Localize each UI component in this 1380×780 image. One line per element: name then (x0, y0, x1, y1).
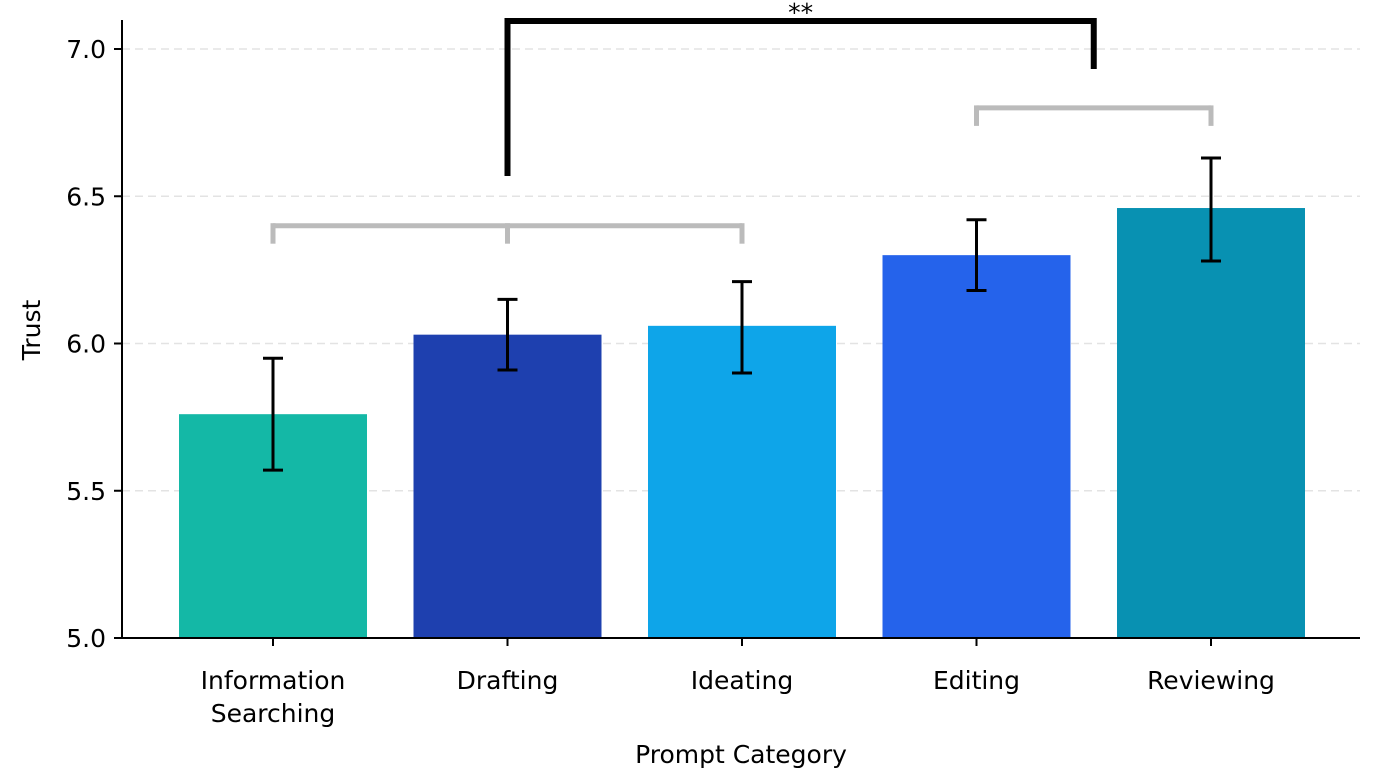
x-axis-label: Prompt Category (635, 740, 847, 769)
x-tick-label: Drafting (457, 666, 559, 695)
bar (882, 255, 1071, 638)
y-tick-label: 6.5 (66, 182, 106, 211)
x-tick-label: Reviewing (1147, 666, 1275, 695)
y-tick-label: 5.5 (66, 477, 106, 506)
significance-brackets: ** (270, 0, 1214, 244)
error-bars (263, 156, 1221, 472)
bar (648, 325, 836, 638)
x-tick-label: Ideating (691, 666, 793, 695)
bar (1117, 208, 1305, 638)
comparison-bracket (504, 18, 1097, 176)
x-tick-label: Information (201, 666, 346, 695)
y-tick-label: 6.0 (66, 330, 106, 359)
y-tick-label: 5.0 (66, 624, 106, 653)
x-tick-label: Searching (211, 699, 336, 728)
significance-label: ** (788, 0, 813, 27)
y-tick-label: 7.0 (66, 35, 106, 64)
axes: 5.0 5.5 6.0 6.5 7.0 Information Searching Draft… (66, 20, 1360, 728)
y-axis-label: Trust (17, 300, 46, 362)
bar (413, 334, 602, 638)
x-tick-label: Editing (933, 666, 1020, 695)
bars (179, 208, 1305, 638)
